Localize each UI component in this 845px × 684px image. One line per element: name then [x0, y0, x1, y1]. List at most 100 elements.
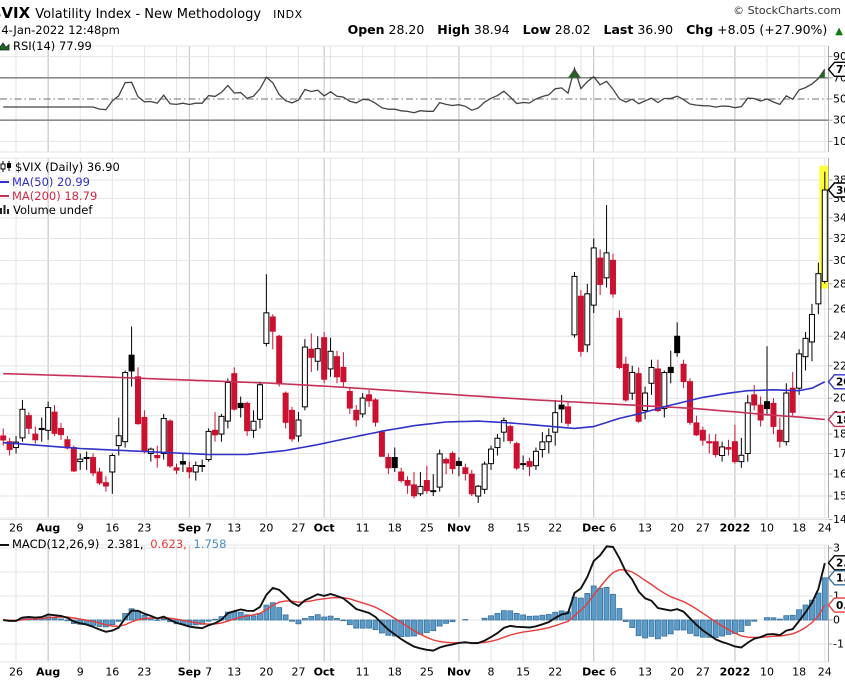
grid-lines	[0, 45, 828, 663]
candle	[295, 419, 302, 437]
candle	[481, 463, 488, 490]
macd-value: 2.381,	[107, 537, 144, 551]
svg-text:24: 24	[818, 522, 832, 535]
svg-text:Oct: Oct	[314, 666, 335, 679]
candle	[115, 435, 122, 447]
candle	[667, 366, 674, 374]
candle	[699, 429, 706, 441]
candle	[488, 448, 495, 465]
candle	[616, 317, 623, 369]
ma200-line	[3, 372, 825, 421]
axis-labels: 9070503010383634323028262422212019181716…	[9, 50, 845, 678]
last-price-badge: 36.90	[827, 182, 845, 198]
macd-signal-line	[3, 568, 826, 644]
svg-text:7: 7	[205, 666, 212, 679]
macd-plot[interactable]	[3, 545, 828, 652]
macd-histogram	[6, 577, 828, 640]
candle	[430, 490, 437, 493]
candle	[468, 473, 475, 495]
svg-text:30: 30	[833, 114, 845, 127]
candle	[577, 295, 584, 352]
ma200-legend-label: MA(200) 18.79	[12, 188, 98, 203]
price-plot[interactable]	[0, 165, 831, 503]
candle	[32, 433, 39, 441]
candle	[738, 454, 745, 463]
chg-label: Chg	[686, 22, 714, 37]
candle	[558, 404, 565, 410]
candle	[712, 441, 719, 455]
candle	[135, 376, 141, 425]
volume-legend-row: Volume undef	[0, 203, 120, 218]
svg-text:77.99: 77.99	[836, 64, 845, 76]
ma50-line-icon	[0, 181, 9, 183]
candle	[167, 420, 174, 467]
rsi-plot[interactable]	[3, 66, 826, 114]
candle	[398, 471, 405, 482]
candle	[404, 480, 411, 486]
rsi-line	[3, 66, 826, 114]
candle	[333, 356, 340, 378]
svg-text:20: 20	[259, 522, 273, 535]
low-value: 28.02	[554, 22, 591, 37]
candle	[802, 337, 809, 358]
candle	[109, 455, 116, 473]
svg-text:1.758: 1.758	[836, 573, 845, 585]
svg-text:30: 30	[833, 254, 845, 267]
candle	[314, 348, 321, 362]
svg-text:20: 20	[670, 522, 684, 535]
svg-text:3: 3	[833, 542, 840, 555]
svg-text:Nov: Nov	[447, 522, 472, 535]
hist-value: 1.758	[193, 537, 227, 551]
svg-text:25: 25	[420, 666, 434, 679]
candle	[231, 373, 238, 410]
candle	[321, 337, 328, 380]
svg-text:22: 22	[548, 666, 562, 679]
rsi-legend-label: RSI(14) 77.99	[13, 39, 92, 53]
candle	[789, 387, 796, 413]
svg-text:0.623: 0.623	[836, 600, 845, 612]
candle	[719, 446, 726, 457]
candle	[90, 457, 97, 474]
candle	[340, 366, 347, 383]
candle	[154, 455, 161, 459]
candles	[0, 171, 828, 503]
svg-text:15: 15	[833, 490, 845, 503]
svg-text:16: 16	[105, 522, 119, 535]
candle	[13, 441, 20, 449]
candle	[128, 354, 135, 372]
candle	[51, 411, 58, 434]
svg-text:Dec: Dec	[582, 522, 605, 535]
candle	[276, 335, 283, 385]
ma200-badge: 18.79	[827, 411, 845, 428]
candle	[565, 406, 572, 424]
symbol-name: Volatility Index - New Methodology	[35, 7, 262, 22]
candle	[629, 371, 636, 394]
svg-text:6: 6	[609, 666, 616, 679]
signal-badge: 0.623	[827, 597, 845, 613]
last-value: 36.90	[637, 22, 674, 37]
svg-text:11: 11	[356, 522, 370, 535]
candle	[269, 316, 276, 332]
chg-value: +8.05 (+27.90%)	[717, 22, 828, 37]
candle	[539, 441, 546, 451]
macd-legend-name: MACD(12,26,9)	[12, 537, 100, 551]
candle	[212, 429, 219, 436]
candle	[475, 485, 482, 497]
svg-text:Aug: Aug	[36, 666, 60, 679]
svg-text:20: 20	[670, 666, 684, 679]
candle	[815, 273, 822, 305]
candle	[513, 443, 520, 469]
candle	[218, 415, 225, 435]
candle	[256, 384, 263, 420]
candle	[532, 450, 539, 467]
quote-summary: Open 28.20 High 38.94 Low 28.02 Last 36.…	[348, 22, 843, 37]
candle	[6, 441, 13, 451]
svg-text:15: 15	[516, 666, 530, 679]
svg-text:24: 24	[818, 666, 832, 679]
copyright-label: © StockCharts.com	[733, 4, 841, 17]
symbol-label: $VIX	[0, 4, 31, 22]
candle	[590, 247, 597, 306]
svg-text:22: 22	[833, 359, 845, 372]
